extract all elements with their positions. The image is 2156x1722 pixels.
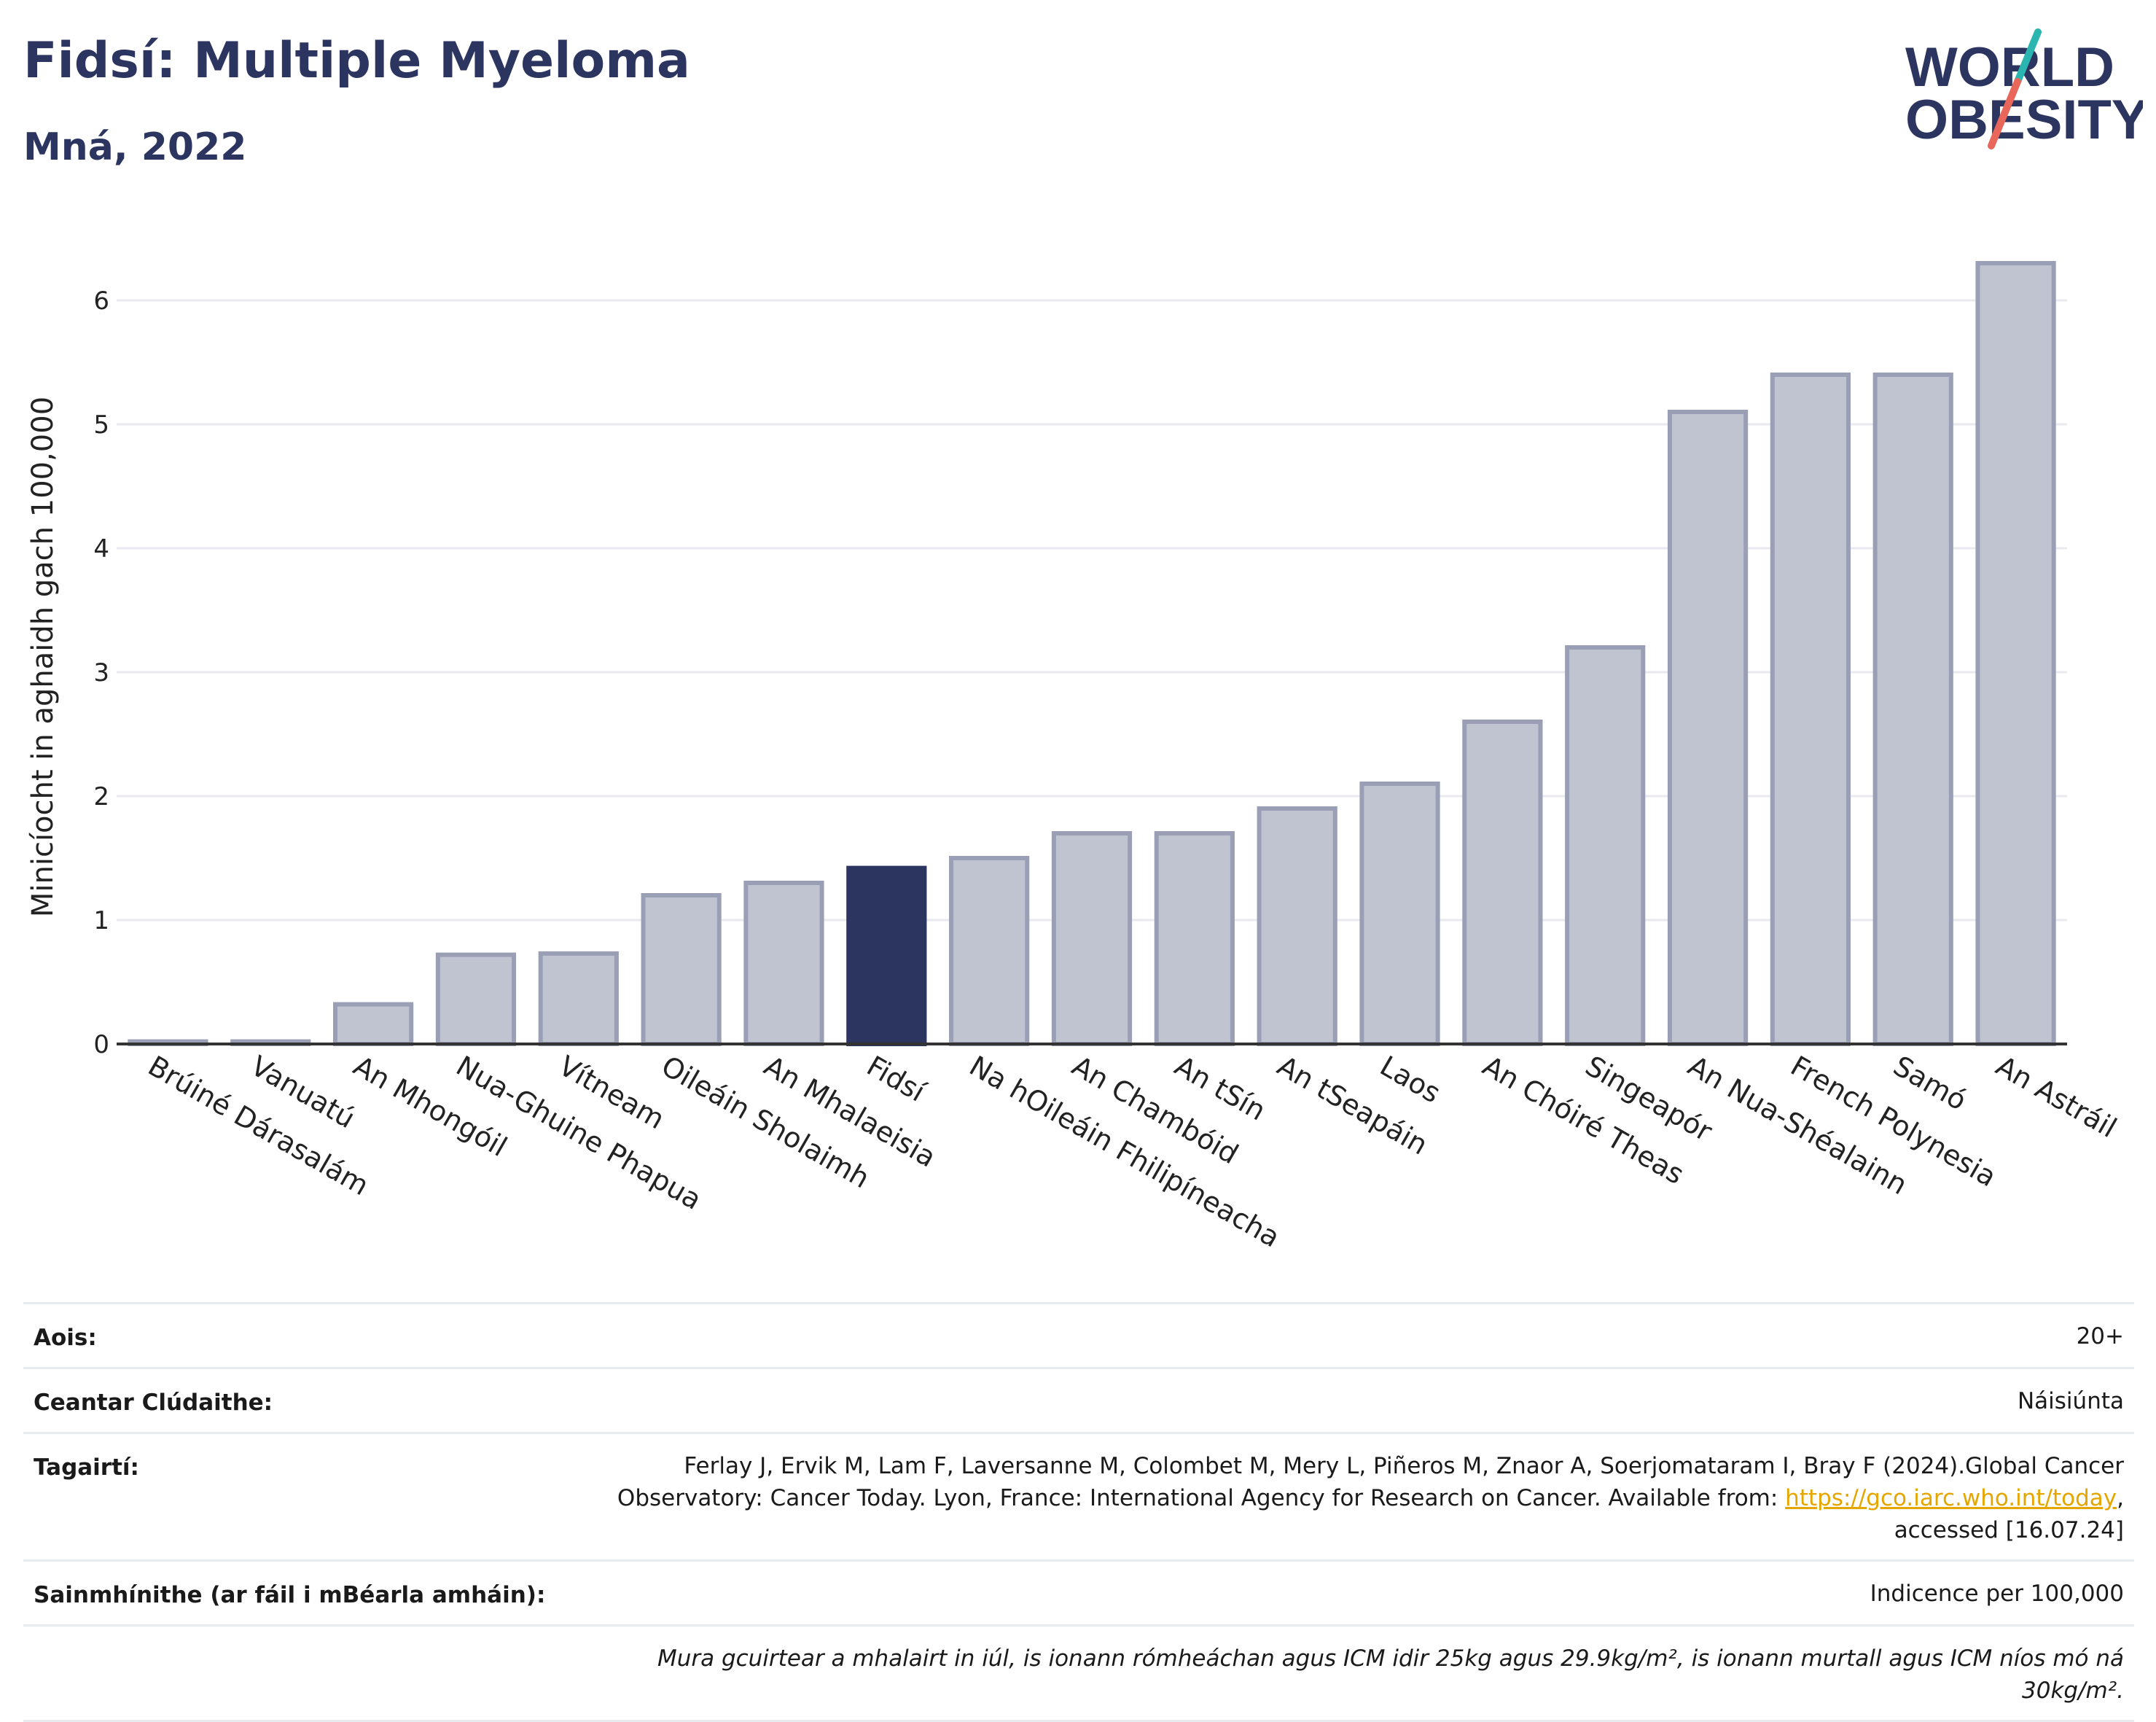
logo-stroke-coral: [1988, 78, 2021, 149]
note-spacer: [23, 1624, 556, 1722]
y-tick-label: 3: [93, 658, 109, 687]
references-label: Tagairtí:: [23, 1432, 556, 1561]
references-line-1: Ferlay J, Ervik M, Lam F, Laversanne M, …: [684, 1453, 2124, 1479]
bar: [1872, 373, 1953, 1046]
info-row-coverage: Ceantar Clúdaithe: Náisiúnta: [23, 1367, 2134, 1433]
page-subtitle: Mná, 2022: [23, 125, 247, 169]
y-axis-ticks: 0 1 2 3 4 5 6: [93, 287, 109, 1059]
coverage-value: Náisiúnta: [555, 1367, 2134, 1433]
bar: [538, 951, 619, 1047]
logo-text-obesity: OBESITY: [1905, 89, 2143, 151]
y-tick-label: 0: [93, 1030, 109, 1059]
logo-stroke-teal: [2014, 28, 2042, 85]
world-obesity-logo: WORLD OBESITY: [1905, 28, 2143, 151]
bar: [1462, 720, 1543, 1046]
references-line-2-end: ,: [2117, 1485, 2124, 1511]
definitions-label: Sainmhínithe (ar fáil i mBéarla amháin):: [23, 1559, 556, 1626]
note-text: Mura gcuirtear a mhalairt in iúl, is ion…: [555, 1624, 2134, 1722]
y-tick-label: 6: [93, 287, 109, 316]
bar: [1770, 373, 1851, 1046]
references-link[interactable]: https://gco.iarc.who.int/today: [1785, 1485, 2117, 1511]
info-row-definitions: Sainmhínithe (ar fáil i mBéarla amháin):…: [23, 1559, 2134, 1626]
bar: [1154, 831, 1235, 1046]
references-line-3: accessed [16.07.24]: [1894, 1517, 2124, 1543]
y-tick-label: 4: [93, 534, 109, 564]
info-table: Aois: 20+ Ceantar Clúdaithe: Náisiúnta T…: [23, 1302, 2134, 1722]
bar-highlighted: [846, 865, 927, 1046]
bar: [1359, 782, 1440, 1046]
bar: [1565, 645, 1646, 1046]
bar: [949, 856, 1030, 1046]
bar: [1051, 831, 1133, 1046]
y-tick-label: 1: [93, 906, 109, 935]
bar: [743, 881, 824, 1046]
bar: [332, 1002, 414, 1046]
bar: [1975, 261, 2056, 1046]
y-axis-label: Minicíocht in aghaidh gach 100,000: [26, 397, 60, 917]
logo-text-world: WORLD: [1905, 36, 2114, 98]
info-row-age: Aois: 20+: [23, 1302, 2134, 1368]
coverage-label: Ceantar Clúdaithe:: [23, 1367, 556, 1433]
x-tick-label: Laos: [1375, 1050, 1446, 1110]
bar: [1667, 410, 1749, 1046]
bar: [1257, 806, 1337, 1046]
info-row-references: Tagairtí: Ferlay J, Ervik M, Lam F, Lave…: [23, 1432, 2134, 1561]
bar: [641, 893, 722, 1046]
info-row-note: Mura gcuirtear a mhalairt in iúl, is ion…: [23, 1624, 2134, 1722]
page-title: Fidsí: Multiple Myeloma: [23, 32, 690, 90]
bars: [128, 261, 2056, 1047]
y-tick-label: 5: [93, 410, 109, 440]
age-value: 20+: [555, 1302, 2134, 1368]
definitions-value: Indicence per 100,000: [555, 1559, 2134, 1626]
references-value: Ferlay J, Ervik M, Lam F, Laversanne M, …: [555, 1432, 2134, 1561]
references-line-2: Observatory: Cancer Today. Lyon, France:…: [617, 1485, 1786, 1511]
x-tick-label: An Astráil: [1991, 1050, 2122, 1145]
age-label: Aois:: [23, 1302, 556, 1368]
bar: [435, 952, 517, 1046]
y-tick-label: 2: [93, 782, 109, 811]
x-tick-label: Fidsí: [862, 1050, 931, 1109]
